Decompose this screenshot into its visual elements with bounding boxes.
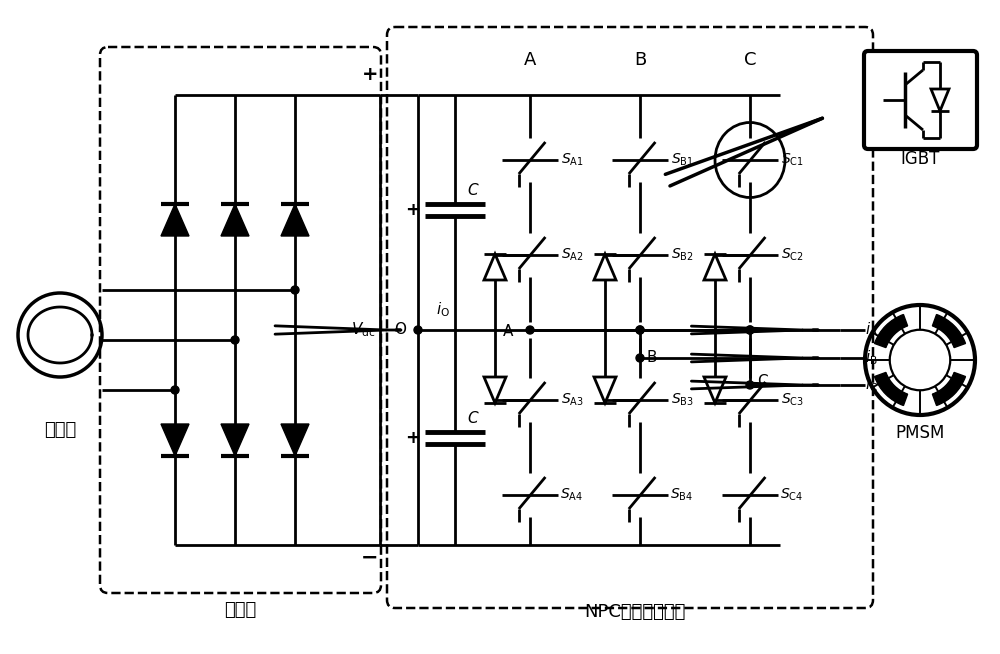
- Text: $S_{\rm C3}$: $S_{\rm C3}$: [781, 392, 803, 408]
- Polygon shape: [281, 204, 309, 236]
- Polygon shape: [704, 254, 726, 280]
- Circle shape: [291, 286, 299, 294]
- Text: $S_{\rm B4}$: $S_{\rm B4}$: [670, 487, 694, 503]
- Polygon shape: [281, 424, 309, 456]
- Text: +: +: [406, 429, 420, 447]
- FancyBboxPatch shape: [864, 51, 977, 149]
- Text: B: B: [647, 351, 657, 366]
- Circle shape: [414, 326, 422, 334]
- Text: 电压源: 电压源: [44, 421, 76, 439]
- Circle shape: [171, 386, 179, 394]
- Text: C: C: [744, 51, 756, 69]
- Circle shape: [636, 326, 644, 334]
- Circle shape: [526, 326, 534, 334]
- Text: A: A: [503, 324, 513, 339]
- Text: $S_{\rm A1}$: $S_{\rm A1}$: [561, 152, 583, 168]
- Text: $S_{\rm C1}$: $S_{\rm C1}$: [781, 152, 803, 168]
- Text: B: B: [634, 51, 646, 69]
- Text: $C$: $C$: [467, 182, 479, 198]
- Text: $i_{\rm O}$: $i_{\rm O}$: [436, 301, 450, 319]
- Polygon shape: [161, 204, 189, 236]
- Text: $i_{\rm A}$: $i_{\rm A}$: [865, 320, 878, 339]
- Text: O: O: [394, 322, 406, 337]
- Text: A: A: [524, 51, 536, 69]
- Text: $S_{\rm C4}$: $S_{\rm C4}$: [780, 487, 804, 503]
- Text: $S_{\rm A3}$: $S_{\rm A3}$: [561, 392, 583, 408]
- Circle shape: [636, 354, 644, 362]
- Polygon shape: [484, 377, 506, 403]
- Polygon shape: [221, 424, 249, 456]
- Circle shape: [231, 336, 239, 344]
- Text: $S_{\rm C2}$: $S_{\rm C2}$: [781, 247, 803, 263]
- Text: $i_{\rm C}$: $i_{\rm C}$: [865, 375, 878, 394]
- Text: C: C: [757, 375, 767, 390]
- Polygon shape: [594, 377, 616, 403]
- Polygon shape: [221, 204, 249, 236]
- Text: −: −: [361, 548, 379, 568]
- Wedge shape: [875, 315, 908, 347]
- Wedge shape: [932, 315, 965, 347]
- Text: PMSM: PMSM: [895, 424, 945, 442]
- Polygon shape: [484, 254, 506, 280]
- Polygon shape: [931, 89, 949, 111]
- Text: IGBT: IGBT: [900, 150, 940, 168]
- Wedge shape: [875, 372, 908, 405]
- Circle shape: [746, 381, 754, 389]
- Text: +: +: [406, 201, 420, 219]
- Text: $S_{\rm B1}$: $S_{\rm B1}$: [671, 152, 693, 168]
- Circle shape: [746, 326, 754, 334]
- Circle shape: [746, 326, 754, 334]
- Circle shape: [636, 326, 644, 334]
- Text: 整流桥: 整流桥: [224, 601, 256, 619]
- Polygon shape: [161, 424, 189, 456]
- Text: $S_{\rm A4}$: $S_{\rm A4}$: [560, 487, 584, 503]
- Text: $V_{\rm dc}$: $V_{\rm dc}$: [351, 320, 375, 339]
- Polygon shape: [594, 254, 616, 280]
- Text: $S_{\rm B3}$: $S_{\rm B3}$: [671, 392, 693, 408]
- Text: $S_{\rm B2}$: $S_{\rm B2}$: [671, 247, 693, 263]
- Text: NPC三电平逆变器: NPC三电平逆变器: [584, 603, 686, 621]
- Text: $S_{\rm A2}$: $S_{\rm A2}$: [561, 247, 583, 263]
- Polygon shape: [704, 377, 726, 403]
- Text: $i_{\rm B}$: $i_{\rm B}$: [865, 349, 878, 368]
- Text: +: +: [362, 65, 378, 84]
- Wedge shape: [932, 372, 965, 405]
- Text: $C$: $C$: [467, 410, 479, 426]
